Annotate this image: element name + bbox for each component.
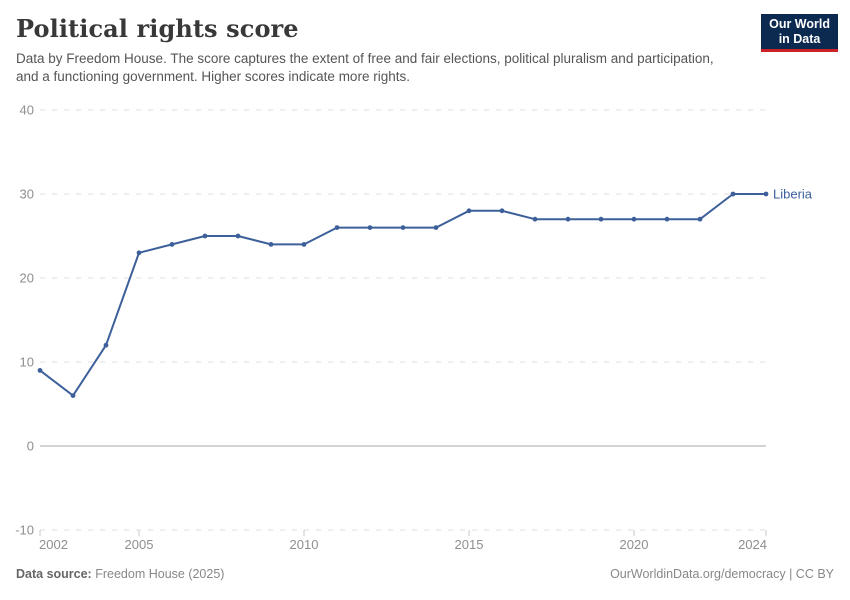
x-tick-label: 2015 <box>455 537 484 552</box>
data-point[interactable] <box>565 216 571 222</box>
credit-link[interactable]: OurWorldinData.org/democracy | CC BY <box>610 567 834 581</box>
chart-header: Political rights score Data by Freedom H… <box>16 14 756 86</box>
y-tick-label: 0 <box>27 439 34 454</box>
owid-logo-line1: Our World <box>769 17 830 31</box>
x-tick-label: 2002 <box>39 537 68 552</box>
chart-footer: Data source: Freedom House (2025) OurWor… <box>16 567 834 581</box>
data-point[interactable] <box>367 225 373 231</box>
data-point[interactable] <box>400 225 406 231</box>
data-point[interactable] <box>697 216 703 222</box>
chart-subtitle: Data by Freedom House. The score capture… <box>16 51 714 84</box>
data-point[interactable] <box>301 242 307 247</box>
line-chart[interactable]: -10 0 10 20 30 40 2002 2005 2010 2015 2020 2024 Libe… <box>0 0 850 560</box>
data-point[interactable] <box>235 233 241 239</box>
data-point[interactable] <box>598 216 604 222</box>
y-tick-label: 40 <box>20 103 34 118</box>
data-point[interactable] <box>730 191 736 197</box>
data-point[interactable] <box>532 216 538 222</box>
y-tick-label: 10 <box>20 355 34 370</box>
data-point[interactable] <box>334 225 340 231</box>
x-tick-label: 2020 <box>620 537 649 552</box>
owid-logo[interactable]: Our World in Data <box>761 14 838 52</box>
data-point[interactable] <box>37 368 43 373</box>
x-tick-label: 2024 <box>738 537 767 552</box>
data-source-label: Data source: <box>16 567 92 581</box>
data-point[interactable] <box>466 208 472 214</box>
data-point[interactable] <box>499 208 505 214</box>
data-point[interactable] <box>202 233 208 239</box>
data-point[interactable] <box>664 216 670 222</box>
x-tick-label: 2010 <box>290 537 319 552</box>
chart-title: Political rights score <box>16 14 299 43</box>
y-tick-label: 30 <box>20 187 34 202</box>
series-line <box>39 193 767 397</box>
data-point[interactable] <box>103 342 109 348</box>
y-tick-label: 20 <box>20 271 34 286</box>
series-label: Liberia <box>773 187 813 202</box>
owid-logo-line2: in Data <box>778 32 821 46</box>
data-source: Data source: Freedom House (2025) <box>16 567 224 581</box>
data-point[interactable] <box>631 216 637 222</box>
data-point[interactable] <box>169 242 175 247</box>
x-tick-label: 2005 <box>125 537 154 552</box>
data-source-value: Freedom House (2025) <box>95 567 225 581</box>
data-point[interactable] <box>763 191 769 197</box>
data-point[interactable] <box>70 393 76 398</box>
data-point[interactable] <box>136 250 142 256</box>
y-tick-label: -10 <box>15 523 34 538</box>
data-point[interactable] <box>433 225 439 231</box>
data-point[interactable] <box>268 242 274 247</box>
